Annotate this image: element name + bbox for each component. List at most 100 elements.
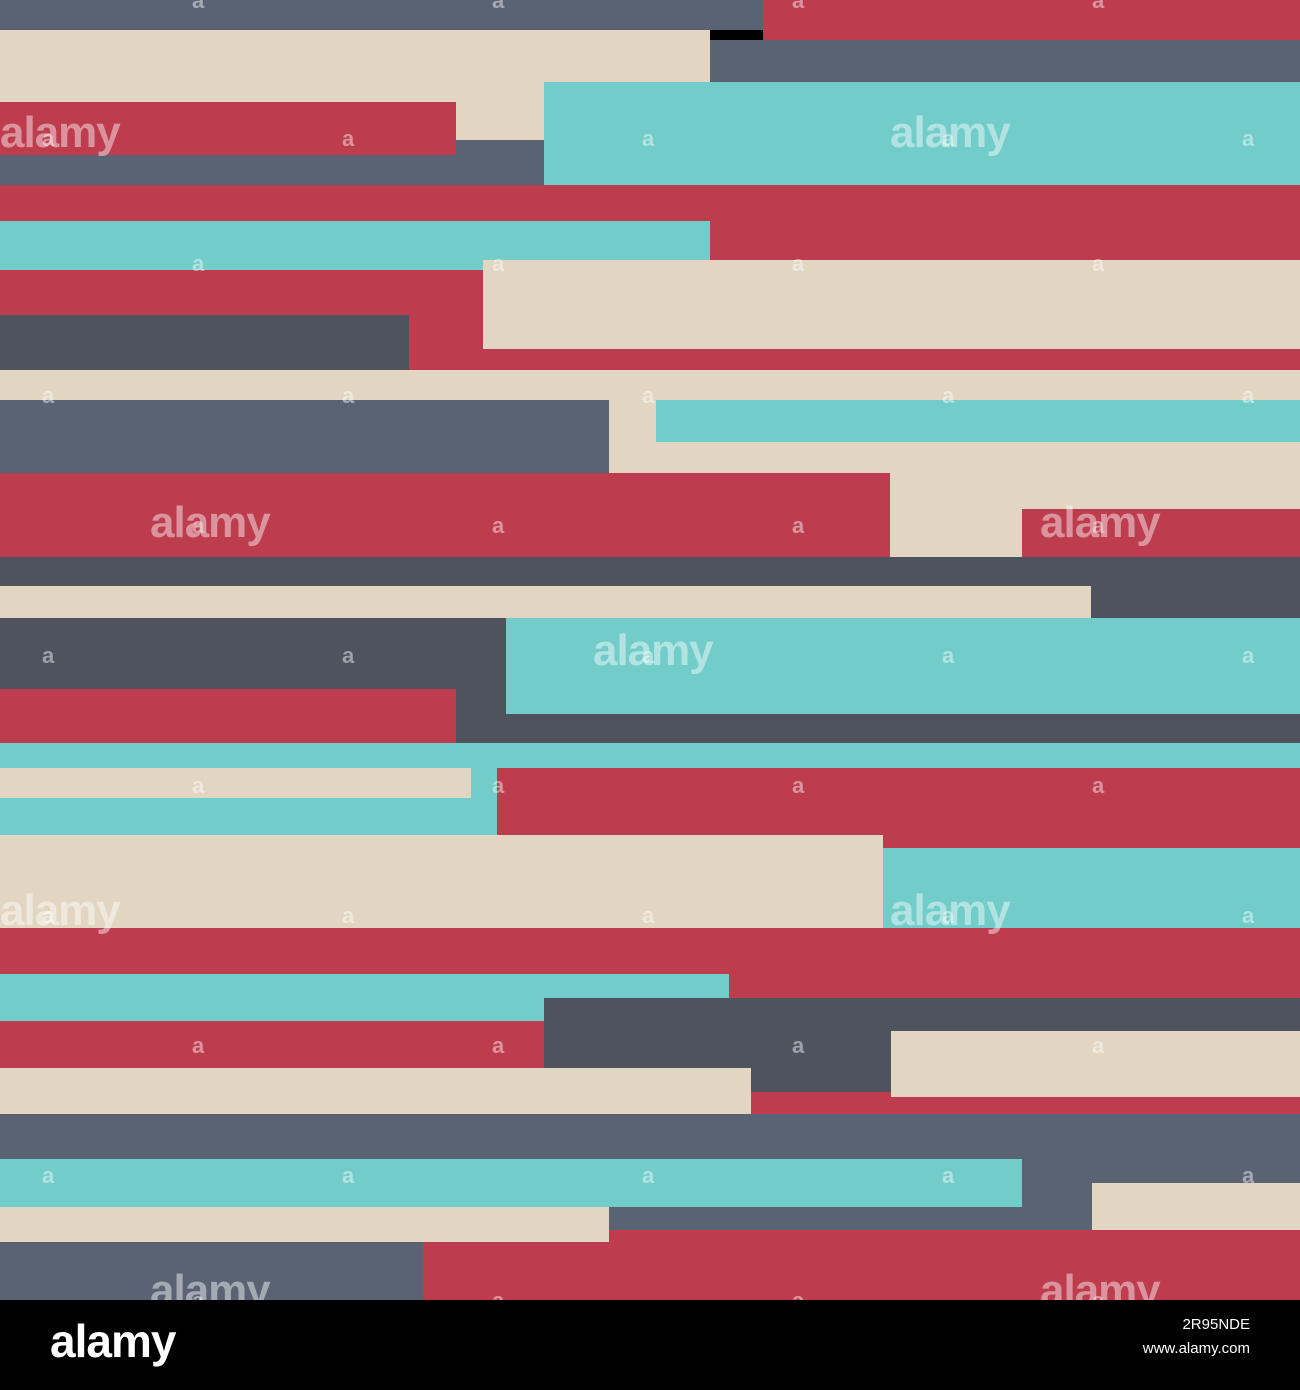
stripe-block <box>609 1230 1300 1300</box>
watermark-letter: a <box>1092 251 1105 276</box>
watermark-letter: a <box>342 126 355 151</box>
watermark-letter: a <box>642 126 655 151</box>
stripe-block <box>1092 1183 1300 1230</box>
watermark-letter: a <box>342 903 355 928</box>
stripe-block <box>0 928 1300 974</box>
watermark-letter: a <box>1242 383 1255 408</box>
watermark-letter: a <box>192 1033 205 1058</box>
watermark-letter: a <box>1242 1163 1255 1188</box>
watermark-text: alamy <box>1040 498 1161 547</box>
stripe-block <box>0 689 456 743</box>
footer-url: www.alamy.com <box>1142 1340 1250 1357</box>
watermark-letter: a <box>1092 0 1105 13</box>
stripe-block <box>456 102 544 140</box>
watermark-letter: a <box>792 773 805 798</box>
watermark-letter: a <box>42 903 55 928</box>
stripe-block <box>506 714 1300 743</box>
stripe-block <box>609 400 656 473</box>
watermark-letter: a <box>192 773 205 798</box>
stripe-block <box>729 974 1300 998</box>
stripe-block <box>0 1159 1022 1207</box>
watermark-text: alamy <box>593 626 714 675</box>
stripe-block <box>891 1031 1300 1097</box>
stripe-block <box>0 155 544 185</box>
stripe-block <box>483 260 1300 349</box>
stripe-block <box>0 974 729 998</box>
stripe-block <box>0 315 409 370</box>
watermark-letter: a <box>792 1033 805 1058</box>
watermark-text: alamy <box>890 886 1011 935</box>
stripe-block <box>0 260 483 270</box>
stripe-block <box>890 509 1022 557</box>
stripe-block <box>456 689 506 743</box>
stripe-block <box>544 998 1300 1031</box>
stripe-block <box>471 768 497 798</box>
watermark-letter: a <box>492 0 505 13</box>
stripe-block <box>890 473 1300 509</box>
watermark-letter: a <box>492 513 505 538</box>
stripe-block <box>751 1068 891 1092</box>
stripe-block <box>544 1031 891 1068</box>
watermark-letter: a <box>192 0 205 13</box>
stripe-block <box>0 1114 1300 1159</box>
watermark-letter: a <box>942 643 955 668</box>
stripe-block <box>0 798 497 835</box>
stripe-block <box>0 835 883 928</box>
stripe-block <box>0 102 456 155</box>
stripe-artwork: alamy alamy alamy alamy alamy alamy alamy alamy… <box>0 0 1300 1300</box>
stripe-block <box>656 442 1300 473</box>
stripe-block <box>0 370 1300 400</box>
watermark-text: alamy <box>150 1266 271 1300</box>
watermark-letter: a <box>1242 126 1255 151</box>
stripe-block <box>483 349 1300 370</box>
stripe-block <box>0 586 1091 618</box>
stripe-block <box>710 40 1300 82</box>
stripe-block <box>456 140 544 185</box>
watermark-text: alamy <box>890 108 1011 157</box>
stripe-block <box>0 30 710 82</box>
stripe-block <box>751 1092 891 1114</box>
watermark-letter: a <box>642 383 655 408</box>
stripe-block <box>0 557 1300 586</box>
watermark-letter: a <box>492 1033 505 1058</box>
watermark-text: alamy <box>0 886 121 935</box>
watermark-letter: a <box>642 643 655 668</box>
stripe-block <box>0 473 890 557</box>
watermark-letter: a <box>42 643 55 668</box>
footer-bar: alamy 2R95NDE www.alamy.com <box>0 1300 1300 1390</box>
stripe-block <box>0 768 471 798</box>
watermark-letter: a <box>192 251 205 276</box>
stripe-block <box>0 82 544 102</box>
stripe-block <box>763 0 1300 40</box>
watermark-letter: a <box>342 383 355 408</box>
watermark-letter: a <box>342 1163 355 1188</box>
stripe-block <box>506 618 1300 714</box>
stripe-block <box>0 1242 423 1300</box>
watermark-text: alamy <box>0 108 121 157</box>
watermark-letter: a <box>1242 903 1255 928</box>
watermark-letter: a <box>1092 1033 1105 1058</box>
watermark-letter: a <box>1242 643 1255 668</box>
stripe-canvas: alamy alamy alamy alamy alamy alamy alamy alamy… <box>0 0 1300 1300</box>
watermark-letter: a <box>342 643 355 668</box>
stripe-block <box>0 1207 609 1242</box>
watermark-letter: a <box>792 1288 805 1300</box>
stripe-block <box>710 221 1300 260</box>
watermark-letter: a <box>792 513 805 538</box>
watermark-letter: a <box>942 126 955 151</box>
stripe-block <box>423 1242 609 1300</box>
stripe-block <box>409 315 483 370</box>
watermark-letter: a <box>492 773 505 798</box>
stripe-block <box>0 400 609 473</box>
stripe-block <box>497 768 1300 848</box>
watermark-letter: a <box>942 1163 955 1188</box>
stripe-block <box>609 1207 1092 1230</box>
watermark-letter: a <box>1092 1288 1105 1300</box>
footer-logo: alamy <box>50 1315 176 1367</box>
watermark-letter: a <box>42 383 55 408</box>
watermark-letter: a <box>642 903 655 928</box>
stripe-block <box>656 400 1300 442</box>
watermark-text: alamy <box>1040 1266 1161 1300</box>
stripe-block <box>0 185 1300 221</box>
watermark-letter: a <box>192 513 205 538</box>
